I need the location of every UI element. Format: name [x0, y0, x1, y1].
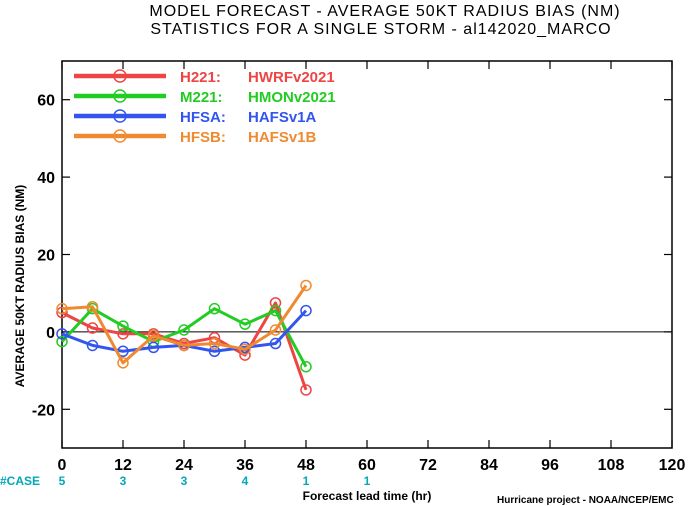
data-point-marker — [117, 320, 129, 332]
x-tick-label: 60 — [358, 457, 376, 474]
case-counts: 5 3 3 4 1 1 — [59, 474, 371, 488]
series-line — [61, 301, 308, 391]
x-axis-label: Forecast lead time (hr) — [303, 489, 432, 503]
x-tick-label: 24 — [175, 457, 193, 474]
legend-series-label: HMONv2021 — [248, 89, 336, 106]
legend-series-label: HAFSv1B — [248, 129, 317, 146]
credit-text: Hurricane project - NOAA/NCEP/EMC — [497, 495, 674, 506]
legend-series-name: HFSB: — [180, 129, 226, 146]
data-point-marker — [56, 302, 68, 315]
data-point-marker — [208, 337, 221, 350]
series-line — [60, 307, 308, 368]
x-tick-label: 96 — [541, 457, 559, 474]
x-tick-label: 48 — [297, 457, 315, 474]
case-label: #CASE — [0, 474, 40, 488]
chart-title-line1: MODEL FORECAST - AVERAGE 50KT RADIUS BIA… — [149, 3, 620, 20]
data-point-marker — [208, 345, 221, 357]
series-layer — [56, 279, 312, 396]
y-tick-label: 0 — [46, 325, 55, 342]
y-tick-label: 60 — [37, 93, 55, 110]
data-point-marker — [147, 330, 160, 342]
x-tick-label: 12 — [114, 457, 132, 474]
x-tick-label: 120 — [659, 457, 686, 474]
legend-marker — [113, 89, 127, 103]
x-tick-label: 72 — [419, 457, 437, 474]
legend-series-name: M221: — [180, 89, 223, 106]
case-count: 3 — [120, 474, 127, 488]
data-point-marker — [208, 302, 221, 315]
data-point-marker — [300, 304, 312, 317]
y-tick-label: 40 — [37, 170, 55, 187]
data-point-marker — [56, 335, 68, 348]
legend: H221: HWRFv2021 M221: HMONv2021 HFSA: HAFSv1A… — [74, 69, 336, 146]
case-count: 4 — [242, 474, 249, 488]
legend-series-name: HFSA: — [180, 109, 226, 126]
data-point-marker — [117, 357, 129, 369]
data-point-marker — [178, 324, 190, 336]
legend-series-label: HAFSv1A — [248, 109, 317, 126]
data-point-marker — [269, 324, 282, 336]
data-point-marker — [178, 339, 190, 352]
data-point-marker — [300, 384, 312, 396]
x-tick-label: 0 — [58, 457, 67, 474]
legend-marker — [113, 109, 127, 123]
x-tick-label: 84 — [480, 457, 498, 474]
data-point-marker — [56, 328, 68, 340]
data-point-marker — [86, 322, 99, 334]
data-point-marker — [86, 300, 99, 313]
data-point-marker — [269, 337, 282, 350]
data-point-marker — [269, 297, 282, 309]
x-tick-label: 36 — [236, 457, 254, 474]
legend-marker — [113, 69, 127, 83]
case-count: 5 — [59, 474, 66, 488]
data-point-marker — [86, 339, 99, 352]
data-point-marker — [239, 318, 251, 330]
data-point-marker — [300, 279, 312, 292]
chart-title-line2: STATISTICS FOR A SINGLE STORM - al142020… — [150, 21, 611, 38]
case-count: 3 — [181, 474, 188, 488]
plot-frame — [61, 60, 673, 449]
x-tick-label: 108 — [598, 457, 625, 474]
axis-ticks: 0 12 24 36 48 60 72 84 96 108 120 -20 0 20 40 60 — [32, 61, 686, 474]
series-line — [61, 284, 308, 365]
y-tick-label: 20 — [37, 248, 55, 265]
legend-series-name: H221: — [180, 69, 221, 86]
data-point-marker — [117, 328, 129, 340]
case-count: 1 — [303, 474, 310, 488]
y-axis-label: AVERAGE 50KT RADIUS BIAS (NM) — [13, 185, 27, 387]
y-tick-label: -20 — [32, 402, 55, 419]
legend-series-label: HWRFv2021 — [248, 69, 335, 86]
case-count: 1 — [364, 474, 371, 488]
data-point-marker — [239, 343, 251, 356]
data-point-marker — [300, 360, 312, 373]
data-point-marker — [269, 304, 282, 317]
legend-marker — [113, 129, 127, 143]
data-point-marker — [147, 341, 160, 354]
